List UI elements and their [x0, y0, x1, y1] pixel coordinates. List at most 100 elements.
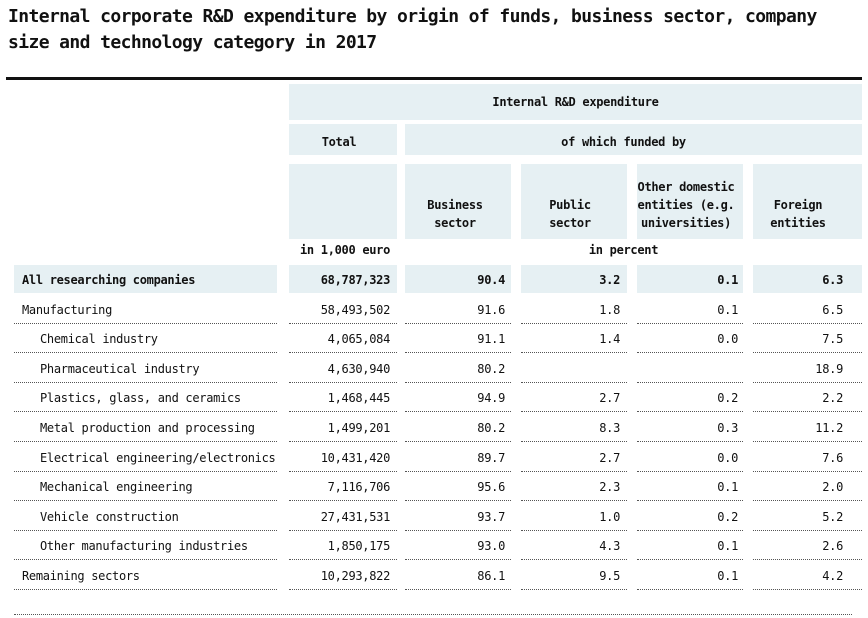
row-separator	[14, 559, 277, 561]
unit-percent-label: in percent	[588, 243, 659, 257]
row-value-public: 2.7	[599, 391, 620, 406]
row-separator	[637, 441, 743, 442]
header-business-label: Business sector	[427, 198, 483, 230]
row-value-total: 68,787,323	[320, 273, 391, 287]
row-label: Vehicle construction	[40, 509, 179, 524]
row-separator	[753, 381, 862, 383]
table-row: Remaining sectors 10,293,822 86.1 9.5 0.1 4.2	[0, 561, 868, 590]
row-separator	[753, 411, 862, 413]
row-separator	[637, 322, 743, 324]
row-value-foreign: 4.2	[822, 569, 843, 583]
header-foreign-label: Foreign entities	[770, 198, 826, 230]
highlight-value-cell	[521, 265, 627, 293]
header-public-label: Public sector	[549, 198, 591, 230]
row-separator	[521, 441, 627, 442]
row-value-foreign: 11.2	[815, 421, 843, 435]
row-value-total: 1,850,175	[327, 539, 391, 554]
row-value-business: 86.1	[477, 569, 505, 583]
row-separator	[521, 529, 627, 531]
table-row: Chemical industry 4,065,084 91.1 1.4 0.0 7.5	[0, 324, 868, 354]
row-separator	[405, 559, 511, 561]
row-separator	[405, 589, 511, 590]
row-value-total: 1,468,445	[327, 391, 391, 406]
row-separator	[405, 500, 511, 502]
row-value-total: 58,493,502	[320, 302, 391, 317]
row-value-public: 9.5	[599, 569, 620, 583]
header-business-cell	[405, 164, 511, 239]
header-total-label: Total	[321, 135, 357, 149]
row-separator	[521, 352, 627, 354]
row-separator	[14, 500, 277, 502]
header-public-cell	[521, 164, 627, 239]
row-value-other: 0.1	[717, 480, 738, 495]
row-separator	[14, 441, 277, 442]
row-separator	[289, 381, 397, 383]
row-value-foreign: 18.9	[815, 361, 843, 376]
row-value-business: 94.9	[477, 391, 505, 406]
row-value-foreign: 2.0	[822, 480, 843, 495]
row-value-business: 80.2	[477, 421, 505, 435]
table-row: Manufacturing 58,493,502 91.6 1.8 0.1 6.5	[0, 295, 868, 324]
row-value-total: 4,065,084	[327, 332, 391, 347]
header-group-label: Internal R&D expenditure	[492, 95, 659, 109]
table-row: Pharmaceutical industry 4,630,940 80.2 18.9	[0, 354, 868, 383]
row-separator	[289, 352, 397, 354]
row-value-total: 10,293,822	[320, 569, 391, 583]
row-separator	[14, 322, 277, 324]
row-label: Plastics, glass, and ceramics	[40, 391, 241, 406]
row-separator	[405, 322, 511, 324]
row-separator	[521, 470, 627, 472]
row-label: Other manufacturing industries	[40, 539, 248, 554]
row-value-business: 91.1	[477, 332, 505, 347]
table-row: Electrical engineering/electronics 10,431…	[0, 443, 868, 472]
row-separator	[405, 381, 511, 383]
row-value-total: 7,116,706	[327, 480, 391, 495]
row-separator	[637, 352, 743, 354]
row-separator	[14, 470, 277, 472]
row-value-total: 1,499,201	[327, 421, 391, 435]
row-separator	[521, 381, 627, 383]
row-label: Remaining sectors	[22, 569, 140, 583]
row-value-other: 0.0	[717, 332, 738, 347]
header-total-blank-cell	[289, 164, 397, 239]
row-label: Electrical engineering/electronics	[40, 450, 276, 465]
row-value-total: 27,431,531	[320, 509, 391, 524]
row-separator	[637, 381, 743, 383]
row-value-other: 0.0	[717, 450, 738, 465]
row-value-business: 93.7	[477, 509, 505, 524]
row-separator	[753, 500, 862, 502]
row-value-public: 1.0	[599, 509, 620, 524]
row-value-other: 0.2	[717, 391, 738, 406]
row-value-business: 91.6	[477, 302, 505, 317]
row-separator	[14, 352, 277, 354]
row-separator	[521, 322, 627, 324]
row-separator	[289, 411, 397, 413]
row-separator	[753, 470, 862, 472]
title-rule	[6, 77, 862, 80]
row-separator	[753, 559, 862, 561]
row-value-business: 80.2	[477, 361, 505, 376]
row-separator	[753, 441, 862, 442]
row-separator	[521, 589, 627, 590]
row-value-other: 0.1	[717, 569, 738, 583]
row-value-foreign: 2.6	[822, 539, 843, 554]
table-row: Other manufacturing industries 1,850,175 9…	[0, 531, 868, 561]
row-value-public: 1.4	[599, 332, 620, 347]
row-value-foreign: 2.2	[822, 391, 843, 406]
row-label: Metal production and processing	[40, 421, 255, 435]
row-value-public: 4.3	[599, 539, 620, 554]
header-funded-cell	[405, 124, 862, 155]
header-total-cell	[289, 124, 397, 155]
row-value-business: 93.0	[477, 539, 505, 554]
table-row: All researching companies 68,787,323 90.4 3…	[0, 265, 868, 294]
row-value-total: 10,431,420	[320, 450, 391, 465]
row-value-other: 0.3	[717, 421, 738, 435]
row-separator	[405, 352, 511, 354]
row-separator	[289, 441, 397, 442]
row-value-business: 90.4	[477, 273, 505, 287]
row-separator	[753, 529, 862, 531]
row-value-public: 2.7	[599, 450, 620, 465]
row-separator	[289, 322, 397, 324]
row-separator	[289, 470, 397, 472]
row-separator	[753, 322, 862, 324]
